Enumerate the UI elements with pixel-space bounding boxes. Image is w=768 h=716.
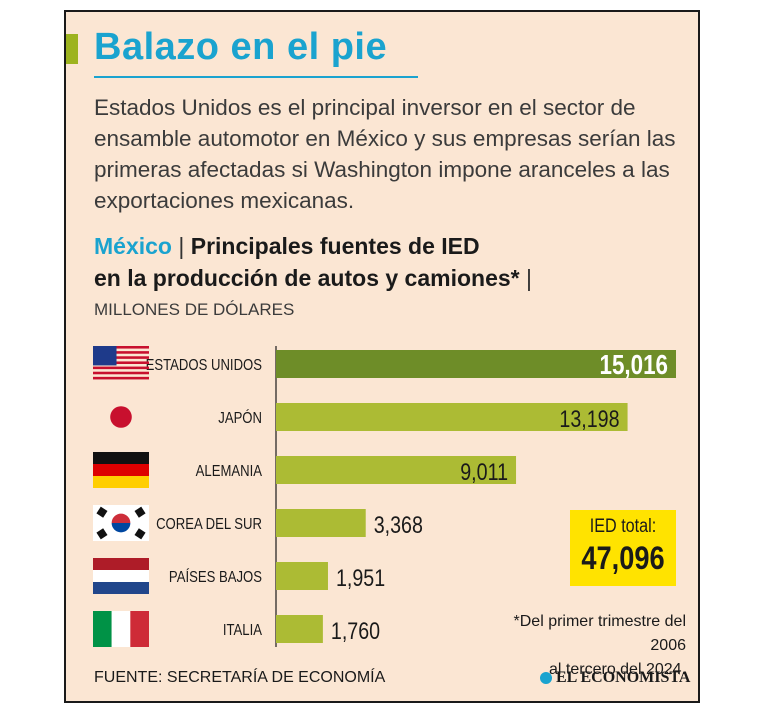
bar-3	[276, 456, 517, 484]
total-value: 47,096	[581, 540, 665, 576]
value-label-2: 13,198	[559, 405, 619, 432]
flag-trigram	[134, 528, 146, 540]
japan-flag-icon	[93, 399, 149, 435]
flag-band	[93, 476, 149, 488]
total-label: IED total:	[589, 516, 657, 537]
infographic-card: Balazo en el pie Estados Unidos es el pr…	[64, 10, 700, 703]
total-box: IED total: 47,096	[570, 510, 676, 586]
category-label-6: ITALIA	[223, 622, 262, 639]
bar-4	[276, 509, 366, 537]
flag-band	[93, 464, 149, 476]
flag-band	[93, 582, 149, 594]
bar-6	[276, 615, 323, 643]
flag-band	[93, 558, 149, 570]
flag-stripe	[93, 356, 149, 359]
bar-chart-svg: ESTADOS UNIDOS 15,016 JAPÓN 13,198 ALEMANIA 9…	[93, 346, 676, 647]
flag-stripe	[93, 366, 149, 370]
flag-stripe	[93, 351, 149, 354]
subtitle-line-2: en la producción de autos y camiones*	[94, 265, 520, 291]
flag-stripe	[93, 361, 149, 364]
subtitle-end-separator: |	[526, 265, 532, 291]
footnote-line-1: *Del primer trimestre del 2006	[513, 613, 686, 654]
brand-logo: EL ECONOMISTA	[540, 669, 690, 687]
bar-chart: ESTADOS UNIDOS 15,016 JAPÓN 13,198 ALEMANIA 9…	[66, 12, 702, 705]
usa-flag-icon	[93, 346, 149, 380]
south-korea-flag-icon	[93, 505, 149, 541]
flag-band	[93, 452, 149, 464]
germany-flag-icon	[93, 452, 149, 488]
netherlands-flag-icon	[93, 558, 149, 594]
category-label-1: ESTADOS UNIDOS	[146, 357, 263, 374]
flag-disc	[110, 406, 132, 428]
category-label-2: JAPÓN	[218, 409, 262, 428]
subtitle-line-1: Principales fuentes de IED	[190, 233, 480, 259]
brand-name: EL ECONOMISTA	[556, 669, 691, 686]
category-label-4: COREA DEL SUR	[156, 516, 262, 533]
value-label-3: 9,011	[460, 458, 508, 485]
subtitle-country: México	[94, 233, 172, 259]
infographic-title: Balazo en el pie	[94, 26, 388, 68]
brand-mark-icon	[540, 672, 552, 684]
flag-band	[130, 611, 149, 647]
flag-trigram	[96, 506, 108, 518]
flag-trigram	[134, 506, 146, 518]
chart-subtitle: México | Principales fuentes de IED en l…	[94, 230, 694, 294]
flag-band	[93, 611, 112, 647]
bar-2	[276, 403, 628, 431]
bar-5	[276, 562, 328, 590]
italy-flag-icon	[93, 611, 149, 647]
flag-stripe	[93, 346, 149, 349]
title-underline	[94, 76, 418, 78]
intro-paragraph: Estados Unidos es el principal inversor …	[94, 95, 676, 213]
value-label-6: 1,760	[331, 617, 380, 644]
value-label-1: 15,016	[600, 350, 668, 381]
footnote-line-2: al tercero del 2024.	[549, 661, 686, 678]
flag-yang	[111, 513, 131, 523]
category-label-3: ALEMANIA	[196, 463, 263, 480]
flag-canton	[93, 346, 117, 366]
source-note: FUENTE: SECRETARÍA DE ECONOMÍA	[94, 669, 386, 686]
title-accent-bar	[66, 34, 78, 64]
value-label-4: 3,368	[374, 511, 423, 538]
bar-1	[276, 350, 676, 378]
flag-band	[111, 611, 131, 647]
flag-band	[93, 570, 149, 582]
flag-stripe	[93, 371, 149, 375]
footnote: *Del primer trimestre del 2006 al tercer…	[486, 610, 686, 682]
flag-yin	[111, 523, 131, 533]
chart-units: MILLONES DE DÓLARES	[94, 300, 295, 319]
category-label-5: PAÍSES BAJOS	[169, 568, 262, 587]
flag-trigram	[96, 528, 108, 540]
value-label-5: 1,951	[336, 564, 385, 591]
flag-stripe	[93, 376, 149, 380]
subtitle-separator: |	[178, 233, 185, 259]
